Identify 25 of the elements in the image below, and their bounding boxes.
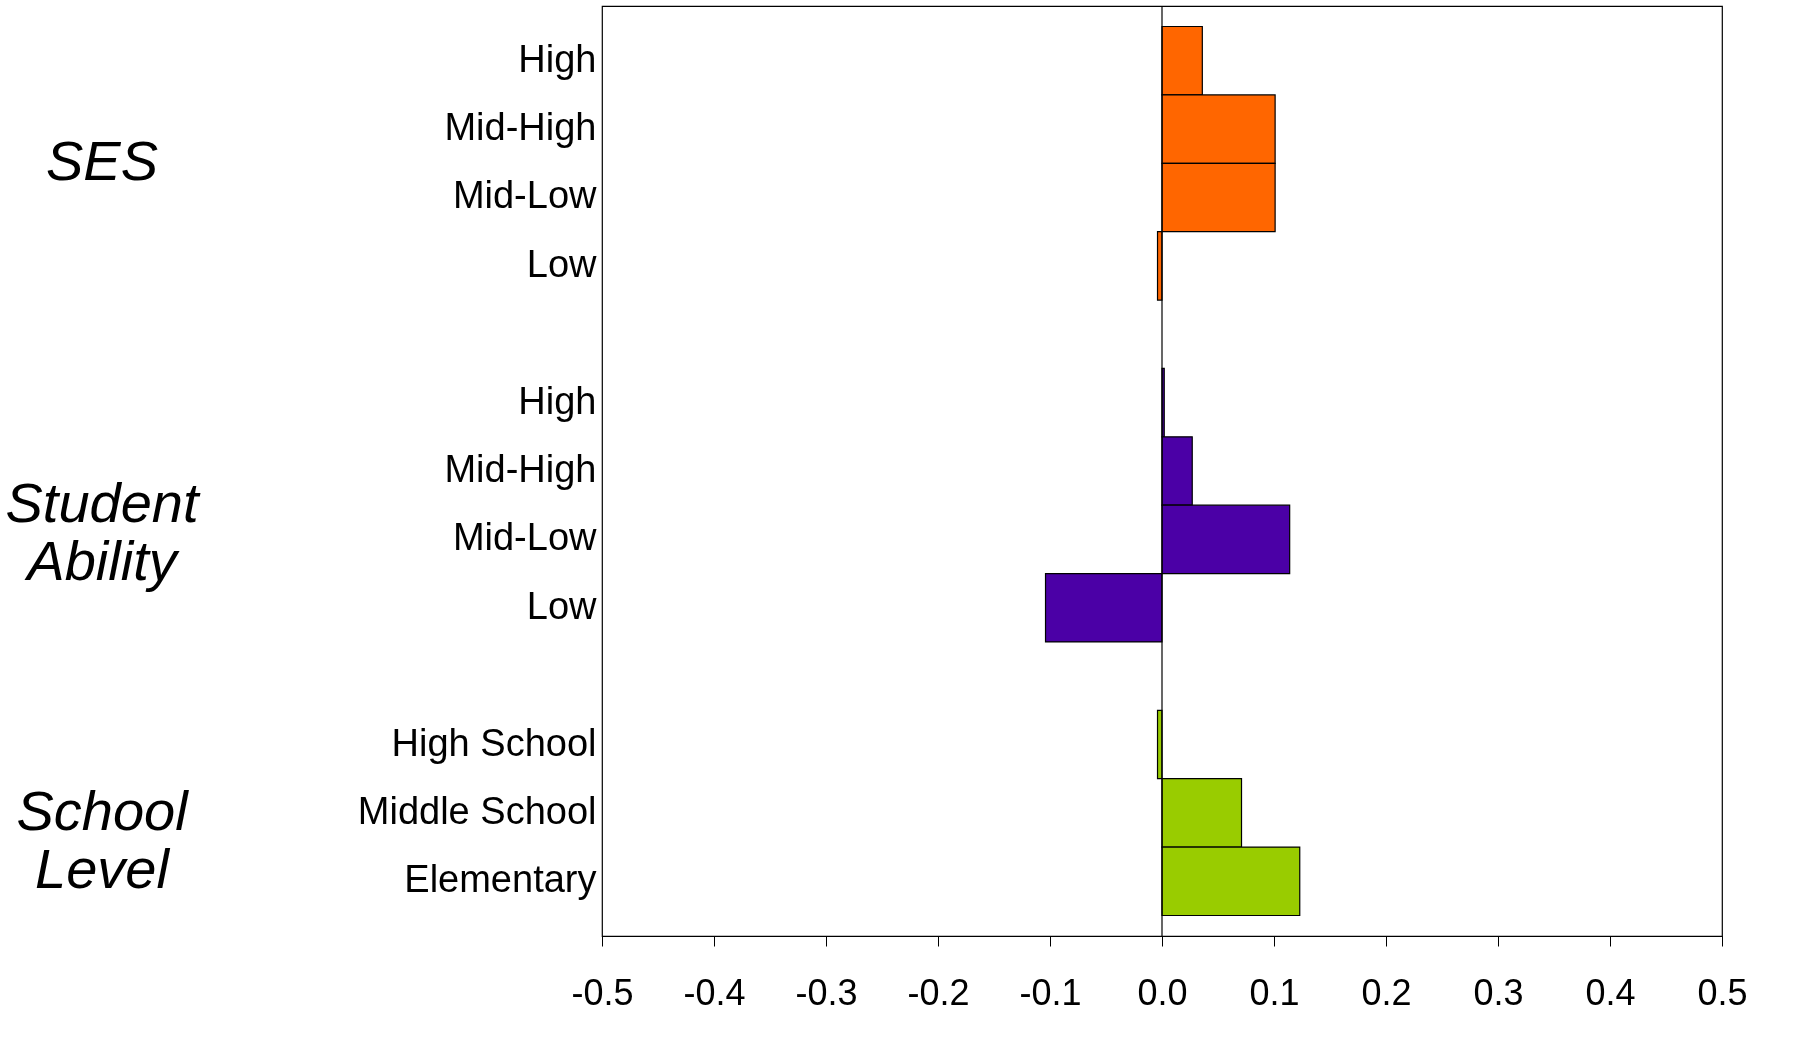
- y-tick-label: Elementary: [404, 858, 597, 901]
- x-tick-label: 0.3: [1473, 971, 1524, 1013]
- y-tick-label: Mid-Low: [452, 516, 598, 559]
- x-tick-label: -0.4: [683, 971, 746, 1013]
- y-tick-label: Mid-High: [444, 448, 597, 490]
- text: SES: [45, 129, 159, 193]
- y-tick-label: High: [518, 37, 597, 80]
- x-tick-label: 0.5: [1697, 971, 1748, 1013]
- x-tick-label: -0.3: [795, 971, 858, 1013]
- x-tick-label: 0.4: [1585, 971, 1636, 1013]
- text: School Level: [16, 778, 190, 900]
- y-tick-label: Low: [526, 584, 598, 627]
- x-tick-label: -0.2: [907, 971, 970, 1013]
- x-tick-label: 0.2: [1361, 971, 1412, 1013]
- y-tick-label: Low: [526, 242, 598, 285]
- text: Student Ability: [5, 471, 201, 593]
- y-tick-label: High: [518, 379, 597, 422]
- x-tick-label: -0.1: [1019, 971, 1082, 1013]
- x-tick-label: -0.5: [571, 971, 634, 1013]
- y-tick-label: Mid-High: [444, 106, 597, 149]
- y-tick-label: Middle School: [357, 789, 597, 832]
- x-tick-label: 0.0: [1137, 971, 1188, 1013]
- y-tick-label: High School: [391, 721, 597, 764]
- y-tick-label: Mid-Low: [452, 174, 598, 217]
- x-tick-label: 0.1: [1249, 971, 1300, 1013]
